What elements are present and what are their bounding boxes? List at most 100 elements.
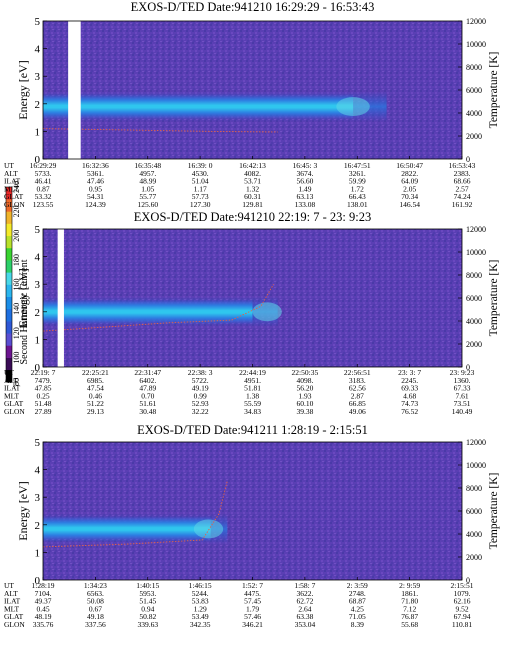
ephemeris-value: 51.45 [139,597,156,606]
ephemeris-value: 8.39 [351,620,364,629]
colorbar-label: Second Harmonic Current [19,259,30,364]
ephemeris-value: 4.68 [403,391,416,400]
ephemeris-value: 16:45: 3 [292,161,317,170]
ephemeris-value: 1:52: 7 [242,581,263,590]
ephemeris-value: 110.81 [452,620,473,629]
colorbar-frame [5,186,13,383]
ephemeris-value: 53.49 [192,612,209,621]
colorbar-cell [6,247,12,261]
temperature-trace [42,283,274,332]
ephemeris-value: 0.94 [141,604,154,613]
spectrogram-panel: EXOS-D/TED Date:941210 22:19: 7 - 23: 9:… [4,210,500,416]
ephemeris-value: 48.99 [139,177,156,186]
spectrogram-panel: EXOS-D/TED Date:941210 16:29:29 - 16:53:… [4,0,500,209]
ephemeris-value: 7.61 [455,391,468,400]
ephemeris-value: 22:56:51 [344,368,371,377]
colorbar-cell [6,199,12,212]
y-tick-label: 4 [35,252,41,264]
ephemeris-value: 6985. [87,376,104,385]
ephemeris-value: 161.92 [452,200,473,209]
ephemeris-value: 71.05 [349,612,366,621]
y2-tick-label: 4000 [466,317,482,326]
y-tick-label: 3 [35,492,41,504]
y-tick-label: 0 [35,575,41,587]
ephemeris-value: 2822. [401,169,418,178]
y-axis-label: Energy [eV] [16,60,30,119]
ephemeris-value: 63.13 [296,192,313,201]
ephemeris-value: 5733. [35,169,52,178]
spectrogram-panel: EXOS-D/TED Date:941211 1:28:19 - 2:15:51… [4,423,500,629]
ephemeris-value: 4951. [244,376,261,385]
ephemeris-row-label: ALT [4,376,18,385]
ephemeris-value: 2: 3:59 [347,581,368,590]
ephemeris-value: 66.85 [349,399,366,408]
colorbar-cell [6,260,12,273]
ephemeris-value: 22:25:21 [82,368,109,377]
ephemeris-value: 52.93 [192,399,209,408]
ephemeris-value: 22:31:47 [134,368,161,377]
ephemeris-value: 1079. [454,589,471,598]
ephemeris-value: 0.70 [141,391,154,400]
ephemeris-value: 49.06 [349,407,366,416]
y2-tick-label: 0 [466,576,470,585]
colorbar-tick-label: 120 [12,327,21,339]
colorbar-cell [6,333,12,346]
ephemeris-value: 23: 3: 7 [398,368,421,377]
ephemeris-value: 53.83 [192,597,209,606]
colorbar-cell [6,272,12,285]
ephemeris-value: 51.04 [192,177,209,186]
ephemeris-value: 69.33 [401,384,418,393]
ephemeris-row-label: GLAT [4,612,24,621]
ephemeris-value: 0.25 [36,391,49,400]
y2-tick-label: 6000 [466,507,482,516]
ephemeris-value: 57.45 [244,597,261,606]
y2-tick-label: 10000 [466,461,486,470]
y2-tick-label: 10000 [466,248,486,257]
ephemeris-row-label: MLT [4,391,20,400]
ephemeris-value: 1.72 [351,184,364,193]
ephemeris-value: 16:53:43 [449,161,476,170]
ephemeris-value: 146.54 [399,200,420,209]
ephemeris-value: 55.68 [401,620,418,629]
ephemeris-value: 67.33 [454,384,471,393]
heatmap-band-peak [336,97,370,116]
ephemeris-value: 1360. [454,376,471,385]
ephemeris-value: 342.35 [190,620,211,629]
y2-tick-label: 8000 [466,63,482,72]
ephemeris-value: 3674. [296,169,313,178]
y-tick-label: 1 [35,126,41,138]
ephemeris-value: 16:35:48 [134,161,161,170]
colorbar-cell [6,345,12,358]
y2-tick-label: 4000 [466,109,482,118]
ephemeris-row-label: MLT [4,604,20,613]
colorbar-cells [6,187,12,383]
y-tick-label: 0 [35,362,41,374]
ephemeris-value: 47.85 [35,384,52,393]
y2-tick-label: 6000 [466,86,482,95]
temperature-trace [42,480,228,548]
colorbar-cell [6,296,12,310]
ephemeris-value: 50.82 [139,612,156,621]
ephemeris-value: 0.87 [36,184,49,193]
spectrogram-panels: EXOS-D/TED Date:941210 16:29:29 - 16:53:… [4,0,500,629]
ephemeris-value: 51.61 [139,399,156,408]
ephemeris-value: 16:42:13 [239,161,266,170]
y2-axis-label: Temperature [K] [488,473,500,550]
colorbar-cell [6,308,12,322]
ephemeris-value: 1:40:15 [136,581,159,590]
ephemeris-value: 2383. [454,169,471,178]
ephemeris-value: 124.39 [85,200,106,209]
ephemeris-value: 70.34 [401,192,418,201]
ephemeris-value: 4.25 [351,604,364,613]
colorbar-cell [6,321,12,334]
ephemeris-value: 4530. [192,169,209,178]
y2-tick-label: 12000 [466,438,486,447]
y2-tick-label: 2000 [466,340,482,349]
ephemeris-value: 49.37 [35,597,52,606]
ephemeris-value: 7104. [35,589,52,598]
y-tick-label: 5 [35,224,41,236]
ephemeris-value: 1861. [401,589,418,598]
ephemeris-value: 16:29:29 [30,161,57,170]
ephemeris-value: 16:39: 0 [188,161,213,170]
